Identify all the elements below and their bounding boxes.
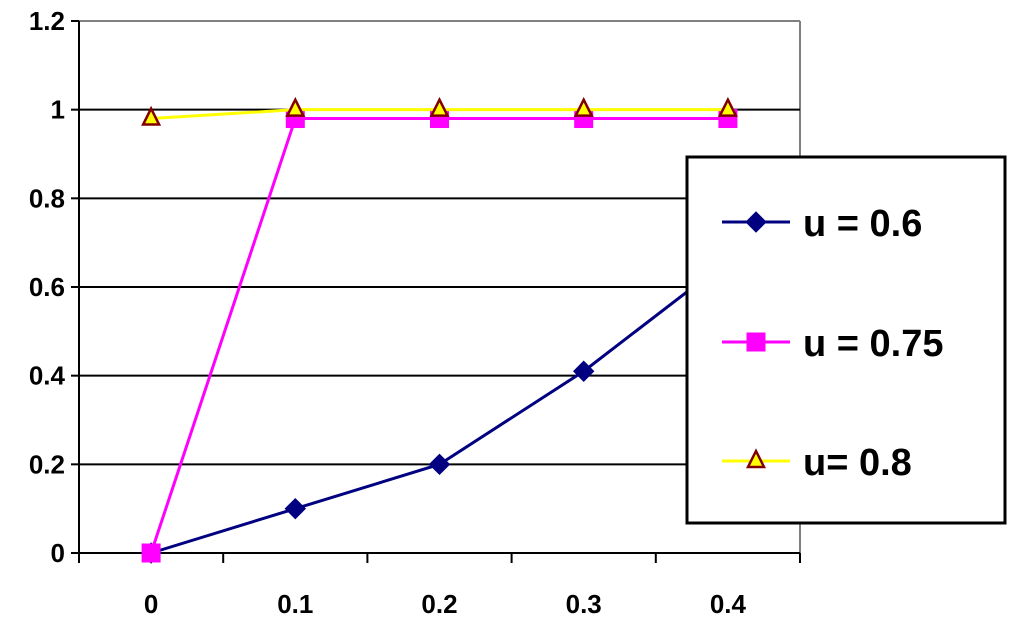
series-line [149, 117, 728, 554]
y-tick-label: 1 [51, 95, 65, 125]
legend-label: u= 0.8 [803, 442, 912, 484]
data-point [429, 96, 450, 117]
y-tick-label: 0.8 [29, 183, 65, 213]
y-tick-label: 0.6 [29, 272, 65, 302]
x-tick-label: 0.3 [566, 589, 602, 619]
y-tick-label: 0.2 [29, 449, 65, 479]
data-point [717, 96, 738, 117]
series-2 [141, 96, 738, 126]
series-lines [140, 96, 739, 564]
x-tick-label: 0.4 [710, 589, 747, 619]
x-tick-label: 0 [144, 589, 158, 619]
data-point [284, 497, 307, 520]
axes: 0 0.2 0.4 0.6 0.8 1 1.2 0 0.1 0.2 0.3 0.4 [29, 6, 801, 619]
legend-swatch-marker [745, 211, 767, 233]
data-point [573, 96, 594, 117]
data-point [285, 96, 306, 117]
series-1 [141, 109, 738, 563]
data-point [428, 453, 451, 476]
data-point [141, 105, 162, 126]
data-point [141, 543, 161, 563]
legend: u = 0.6 u = 0.75 u= 0.8 [685, 155, 1007, 525]
series-line [150, 259, 729, 555]
x-tick-label: 0.2 [421, 589, 457, 619]
legend-item: u = 0.6 [722, 203, 922, 245]
data-point [572, 360, 595, 382]
y-tick-label: 0 [51, 538, 65, 568]
legend-swatch-marker [745, 448, 767, 469]
y-tick-label: 0.4 [29, 361, 66, 391]
legend-label: u = 0.75 [803, 323, 943, 365]
legend-label: u = 0.6 [803, 203, 922, 245]
legend-item: u = 0.75 [722, 323, 943, 365]
y-tick-label: 1.2 [29, 6, 65, 36]
x-tick-label: 0.1 [277, 589, 313, 619]
legend-swatch-marker [746, 332, 766, 352]
legend-item: u= 0.8 [722, 442, 912, 484]
series-0 [140, 249, 739, 564]
